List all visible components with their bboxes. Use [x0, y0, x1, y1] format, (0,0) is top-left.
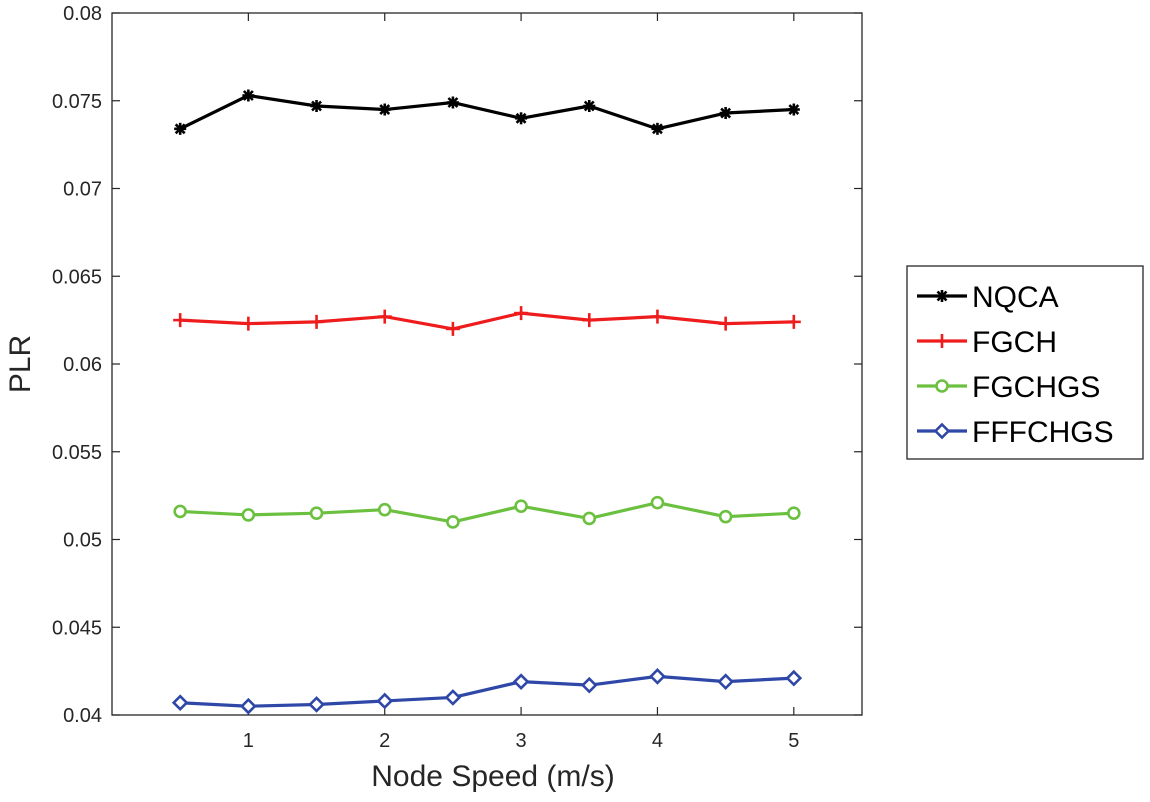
x-tick-label: 3 — [516, 730, 527, 752]
legend-item-fgchgs: FGCHGS — [917, 371, 1100, 404]
legend: NQCA FGCH FGCHGS FFFCHGS — [906, 265, 1144, 460]
data-point-fffchgs — [785, 669, 803, 687]
data-point-nqca — [719, 107, 732, 120]
legend-item-fgch: FGCH — [917, 326, 1057, 359]
legend-marker-fgch — [935, 334, 949, 348]
legend-label-fffchgs: FFFCHGS — [972, 416, 1114, 449]
data-point-nqca — [310, 100, 323, 113]
legend-marker-fffchgs — [933, 422, 951, 440]
data-point-fgch — [241, 316, 256, 331]
data-point-fffchgs — [171, 694, 189, 712]
series-fgch — [173, 306, 801, 336]
series-layer — [171, 89, 803, 715]
data-point-nqca — [378, 103, 391, 116]
axes: 1 2 3 4 5 0.04 0.045 0.05 0.055 0.06 0.065 0.07 0.07… — [52, 3, 862, 752]
y-tick-label: 0.055 — [52, 442, 102, 464]
legend-box — [906, 265, 1144, 460]
data-point-nqca — [651, 122, 664, 135]
y-tick-label: 0.08 — [63, 3, 102, 25]
legend-label-nqca: NQCA — [972, 281, 1059, 314]
data-point-fgchgs — [241, 508, 256, 522]
y-tick-label: 0.065 — [52, 266, 102, 288]
x-tick-label: 2 — [379, 730, 390, 752]
data-point-fffchgs — [240, 697, 257, 715]
data-point-fffchgs — [717, 673, 734, 690]
data-point-fgch — [377, 309, 392, 324]
series-line-nqca — [179, 93, 794, 131]
data-point-fffchgs — [580, 676, 598, 694]
x-tick-label: 4 — [652, 730, 663, 752]
data-point-fgchgs — [787, 506, 801, 520]
data-point-fgchgs — [173, 504, 187, 519]
series-line-fgchgs — [180, 501, 794, 524]
x-axis-title: Node Speed (m/s) — [371, 760, 614, 793]
series-fgchgs — [173, 495, 801, 529]
y-tick-label: 0.045 — [52, 617, 102, 639]
y-tick-label: 0.05 — [63, 530, 102, 552]
legend-item-nqca: NQCA — [917, 281, 1059, 314]
y-tick-label: 0.04 — [63, 705, 102, 727]
data-point-nqca — [583, 100, 596, 113]
data-point-fgch — [514, 306, 529, 321]
data-point-fgchgs — [582, 511, 597, 526]
series-fffchgs — [171, 668, 803, 715]
data-point-fffchgs — [444, 689, 462, 706]
data-point-fgchgs — [446, 515, 460, 529]
data-point-fgch — [445, 321, 460, 336]
data-point-fgchgs — [514, 499, 528, 513]
data-point-nqca — [174, 122, 187, 135]
data-point-nqca — [515, 112, 528, 125]
data-point-fgch — [650, 309, 665, 324]
plot-frame — [111, 12, 863, 716]
data-point-fgch — [582, 313, 597, 328]
data-point-nqca — [787, 103, 800, 116]
data-point-nqca — [242, 89, 255, 102]
data-point-fgchgs — [309, 506, 324, 520]
plot-area — [111, 12, 863, 716]
data-point-fgch — [173, 313, 188, 328]
data-point-fffchgs — [308, 696, 325, 713]
data-point-fffchgs — [376, 692, 394, 710]
series-nqca — [174, 89, 800, 135]
legend-marker-fgchgs — [935, 379, 949, 393]
data-point-fgch — [786, 314, 801, 329]
legend-item-fffchgs: FFFCHGS — [917, 416, 1114, 449]
data-point-fffchgs — [649, 668, 666, 685]
series-line-fgch — [180, 311, 794, 331]
data-point-nqca — [446, 96, 459, 109]
y-tick-label: 0.07 — [63, 179, 102, 201]
data-point-fgch — [309, 314, 324, 329]
legend-label-fgchgs: FGCHGS — [972, 371, 1100, 404]
y-tick-label: 0.075 — [52, 91, 102, 113]
x-tick-label: 1 — [243, 730, 254, 752]
legend-label-fgch: FGCH — [972, 326, 1057, 359]
data-point-fffchgs — [512, 673, 530, 690]
x-tick-label: 5 — [788, 730, 799, 752]
data-point-fgchgs — [377, 502, 392, 517]
data-point-fgchgs — [650, 495, 665, 510]
series-line-fffchgs — [180, 674, 794, 708]
legend-marker-nqca — [936, 290, 948, 302]
y-tick-label: 0.06 — [63, 354, 102, 376]
data-point-fgchgs — [718, 509, 733, 524]
y-axis-title: PLR — [4, 335, 37, 393]
data-point-fgch — [718, 316, 733, 331]
